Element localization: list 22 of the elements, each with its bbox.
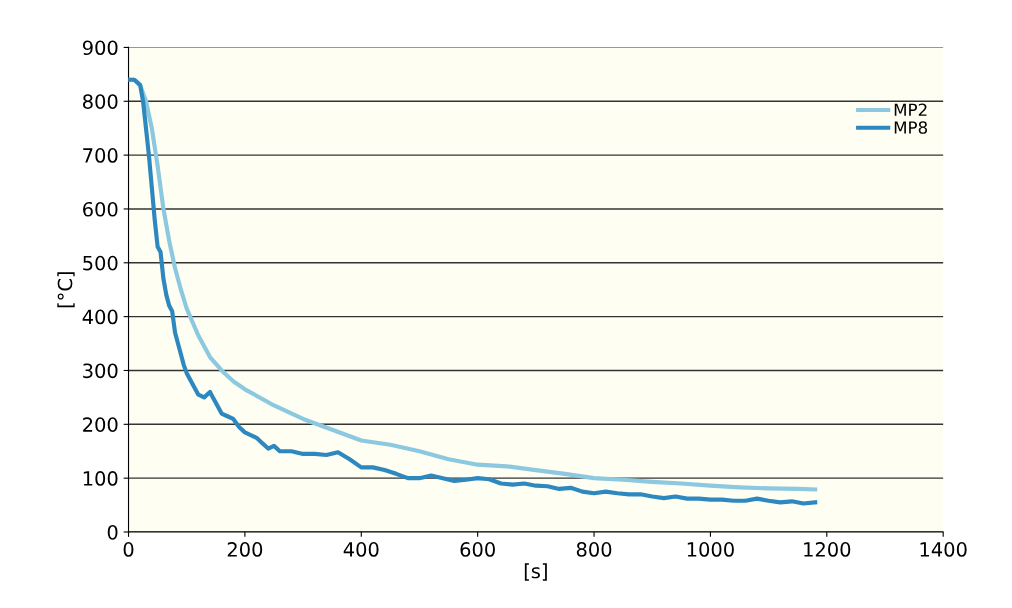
legend-label: MP2	[894, 103, 927, 116]
y-tick-label: 500	[83, 255, 118, 271]
x-axis-title: [s]	[524, 563, 547, 581]
y-tick-label: 900	[82, 40, 118, 56]
x-tick-label: 1400	[920, 542, 967, 557]
y-tick-label: 0	[107, 524, 118, 540]
y-axis-title: [°C]	[57, 272, 75, 308]
x-tick-label: 1200	[804, 542, 851, 557]
y-tick-label: 400	[82, 309, 118, 325]
y-tick-label: 300	[83, 363, 118, 379]
x-tick-label: 600	[460, 542, 495, 557]
y-tick-label: 700	[83, 148, 118, 163]
x-tick-label: 1000	[687, 542, 734, 557]
y-tick-label: 600	[83, 201, 118, 217]
legend-label: MP8	[894, 121, 928, 134]
x-tick-label: 800	[576, 542, 612, 557]
y-tick-label: 100	[83, 471, 118, 486]
y-tick-label: 200	[83, 417, 118, 432]
x-tick-label: 200	[227, 542, 263, 557]
x-tick-label: 0	[123, 542, 134, 557]
y-tick-label: 800	[83, 94, 118, 109]
x-tick-label: 400	[343, 542, 379, 557]
